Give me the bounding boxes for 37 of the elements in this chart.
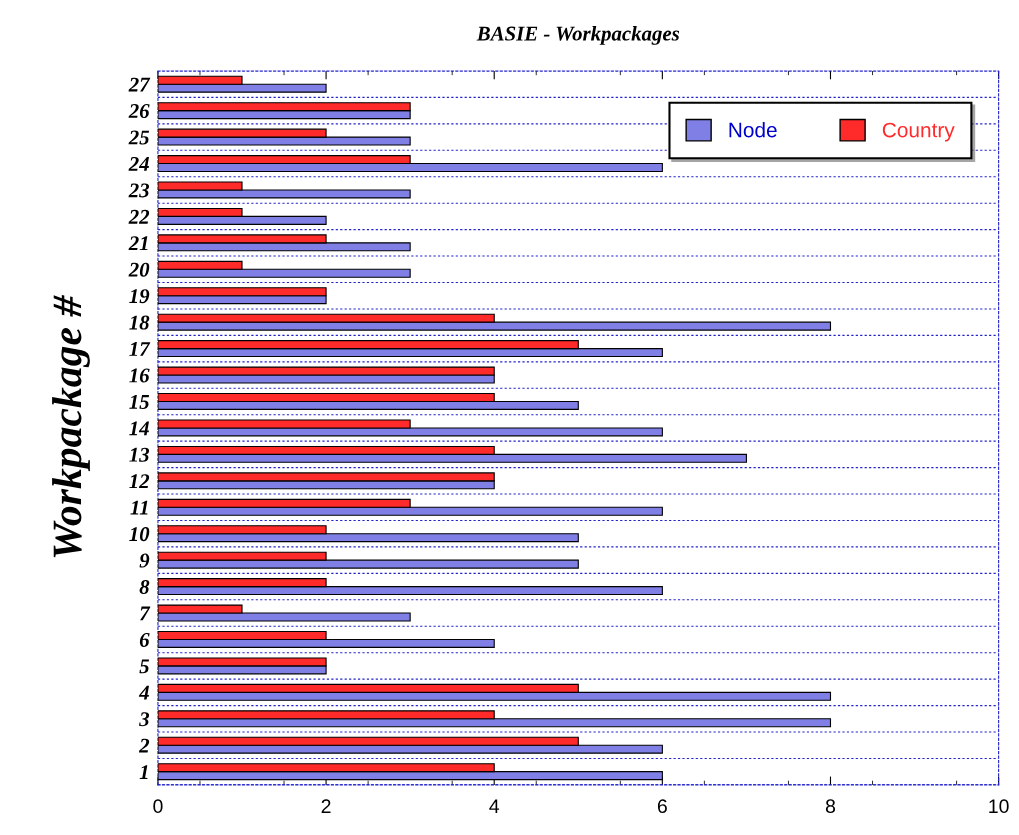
y-tick-label: 8 [139, 579, 150, 595]
y-tick-label: 23 [128, 183, 150, 198]
y-tick-label: 5 [139, 659, 150, 674]
x-tick-label: 6 [657, 799, 667, 814]
y-tick-label: 6 [139, 632, 150, 647]
y-tick-label: 24 [128, 156, 149, 171]
y-tick-label: 14 [129, 421, 149, 436]
y-tick-label: 10 [129, 527, 150, 542]
y-tick-label: 11 [130, 500, 148, 515]
chart-title: BASIE - Workpackages [476, 25, 680, 45]
y-axis-title: Workpackage # [52, 295, 90, 558]
legend-label: Node [729, 122, 777, 138]
y-tick-label: 16 [129, 368, 150, 383]
y-tick-label: 17 [129, 342, 151, 356]
x-tick-label: 2 [321, 799, 331, 813]
y-tick-label: 13 [129, 447, 150, 462]
y-tick-label: 7 [140, 606, 151, 621]
y-tick-label: 4 [138, 685, 149, 700]
x-tick-label: 0 [153, 799, 163, 814]
y-tick-label: 25 [128, 130, 150, 145]
y-tick-label: 21 [128, 236, 148, 251]
y-tick-label: 1 [139, 765, 148, 779]
y-tick-label: 3 [139, 712, 150, 727]
y-tick-label: 2 [138, 738, 150, 753]
x-tick-label: 8 [825, 799, 836, 814]
y-tick-label: 15 [129, 394, 150, 409]
y-tick-label: 19 [129, 289, 150, 304]
y-tick-label: 27 [128, 77, 151, 92]
x-tick-label: 4 [489, 799, 500, 813]
x-tick-label: 10 [989, 799, 1009, 814]
y-tick-label: 26 [128, 104, 150, 119]
y-tick-label: 22 [128, 209, 150, 224]
y-tick-label: 9 [139, 553, 150, 568]
y-tick-label: 20 [128, 262, 150, 277]
y-tick-label: 12 [129, 474, 150, 489]
legend-label: Country [882, 122, 955, 142]
y-tick-label: 18 [129, 315, 150, 330]
